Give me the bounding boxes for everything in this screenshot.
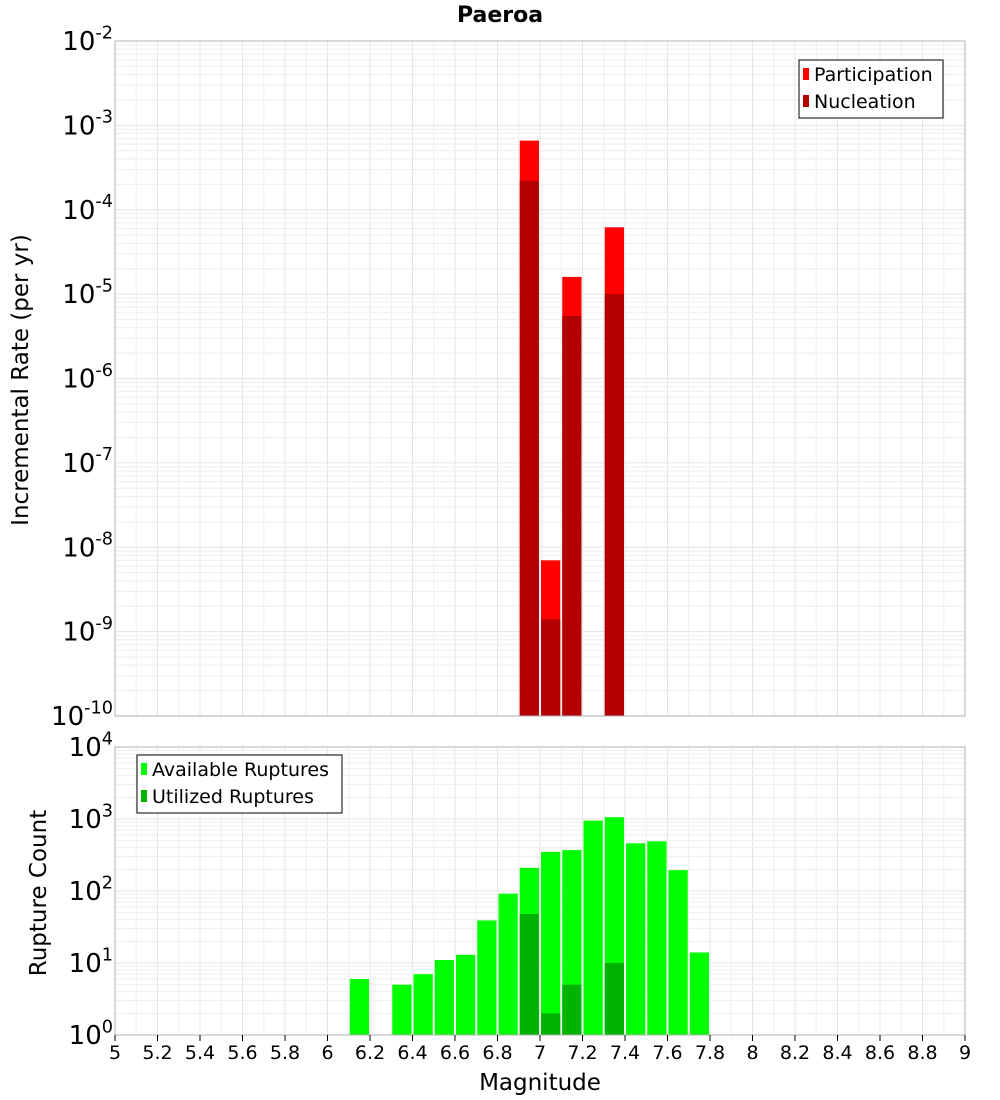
y-tick-label: 10-9 bbox=[62, 614, 113, 648]
x-tick-label: 8.6 bbox=[865, 1042, 895, 1064]
y-tick-label: 10-7 bbox=[62, 445, 113, 479]
x-tick-label: 8.4 bbox=[822, 1042, 852, 1064]
bar-available-ruptures bbox=[626, 843, 646, 1035]
plot-frame bbox=[114, 40, 966, 717]
bar-utilized-ruptures bbox=[519, 913, 539, 1035]
chart-title: Paeroa bbox=[457, 3, 543, 28]
y-tick-label: 10-10 bbox=[51, 698, 113, 732]
bar-available-ruptures bbox=[583, 820, 603, 1035]
legend-label: Nucleation bbox=[814, 91, 916, 113]
bar-available-ruptures bbox=[392, 984, 412, 1035]
x-tick-label: 9 bbox=[959, 1042, 971, 1064]
bar-nucleation bbox=[562, 316, 582, 716]
bar-available-ruptures bbox=[689, 952, 709, 1035]
legend: Available Ruptures Utilized Ruptures bbox=[136, 754, 343, 814]
y-tick-label: 10-8 bbox=[62, 530, 113, 564]
bar-utilized-ruptures bbox=[604, 963, 624, 1035]
legend-swatch bbox=[803, 68, 809, 80]
legend-swatch bbox=[803, 95, 809, 107]
x-tick-label: 8.2 bbox=[780, 1042, 810, 1064]
legend-label: Available Ruptures bbox=[152, 759, 329, 781]
bar-available-ruptures bbox=[413, 974, 433, 1035]
y-tick-label: 100 bbox=[69, 1017, 113, 1051]
x-tick-label: 8.8 bbox=[907, 1042, 937, 1064]
legend-swatch bbox=[141, 790, 147, 802]
bar-utilized-ruptures bbox=[562, 984, 582, 1035]
y-tick-label: 103 bbox=[69, 801, 113, 835]
x-tick-label: 7.2 bbox=[567, 1042, 597, 1064]
y-tick-label: 102 bbox=[69, 873, 113, 907]
bar-nucleation bbox=[604, 294, 624, 716]
bar-available-ruptures bbox=[541, 851, 561, 1035]
bar-nucleation bbox=[519, 180, 539, 716]
bar-nucleation bbox=[541, 619, 561, 716]
x-tick-label: 8 bbox=[746, 1042, 758, 1064]
y-tick-label: 10-6 bbox=[62, 361, 113, 395]
x-tick-label: 6.8 bbox=[482, 1042, 512, 1064]
x-tick-label: 6 bbox=[321, 1042, 333, 1064]
y-tick-label: 104 bbox=[69, 729, 113, 763]
y-tick-label: 10-3 bbox=[62, 108, 113, 142]
legend-frame bbox=[798, 59, 944, 119]
y-axis-label-top: Incremental Rate (per yr) bbox=[8, 234, 34, 526]
legend: Participation Nucleation bbox=[798, 59, 944, 119]
bar-available-ruptures bbox=[498, 893, 518, 1035]
x-tick-label: 7.6 bbox=[652, 1042, 682, 1064]
x-axis-label: Magnitude bbox=[479, 1070, 601, 1096]
y-axis-label-bottom: Rupture Count bbox=[26, 810, 52, 976]
legend-frame bbox=[136, 754, 343, 814]
x-tick-label: 5.8 bbox=[270, 1042, 300, 1064]
plot-panel-1: 100 101 102 103 104 5 5.2 5.4 5.6 5.8 6 6.2 6.4 6.6 6.… bbox=[69, 729, 971, 1064]
bar-utilized-ruptures bbox=[541, 1013, 561, 1035]
x-tick-label: 7.4 bbox=[610, 1042, 640, 1064]
legend-label: Participation bbox=[814, 64, 933, 86]
x-tick-label: 6.2 bbox=[355, 1042, 385, 1064]
x-tick-label: 5.2 bbox=[142, 1042, 172, 1064]
x-tick-label: 5.6 bbox=[227, 1042, 257, 1064]
bar-available-ruptures bbox=[349, 978, 369, 1035]
bar-available-ruptures bbox=[477, 920, 497, 1035]
legend-label: Utilized Ruptures bbox=[152, 786, 314, 808]
y-tick-label: 10-5 bbox=[62, 276, 113, 310]
x-tick-label: 5 bbox=[109, 1042, 121, 1064]
legend-swatch bbox=[141, 763, 147, 775]
plot-panel-0: 10-10 10-9 10-8 10-7 10-6 10-5 10-4 10-3 10-2 Par… bbox=[51, 23, 966, 732]
x-tick-label: 7.8 bbox=[695, 1042, 725, 1064]
y-tick-label: 101 bbox=[69, 945, 113, 979]
bar-available-ruptures bbox=[434, 960, 454, 1035]
y-tick-label: 10-2 bbox=[62, 23, 113, 57]
y-tick-label: 10-4 bbox=[62, 192, 113, 226]
bar-available-ruptures bbox=[456, 954, 476, 1035]
bar-available-ruptures bbox=[668, 870, 688, 1035]
x-tick-label: 6.4 bbox=[397, 1042, 427, 1064]
x-tick-label: 5.4 bbox=[185, 1042, 215, 1064]
x-tick-label: 6.6 bbox=[440, 1042, 470, 1064]
bar-available-ruptures bbox=[647, 841, 667, 1035]
x-tick-label: 7 bbox=[534, 1042, 546, 1064]
